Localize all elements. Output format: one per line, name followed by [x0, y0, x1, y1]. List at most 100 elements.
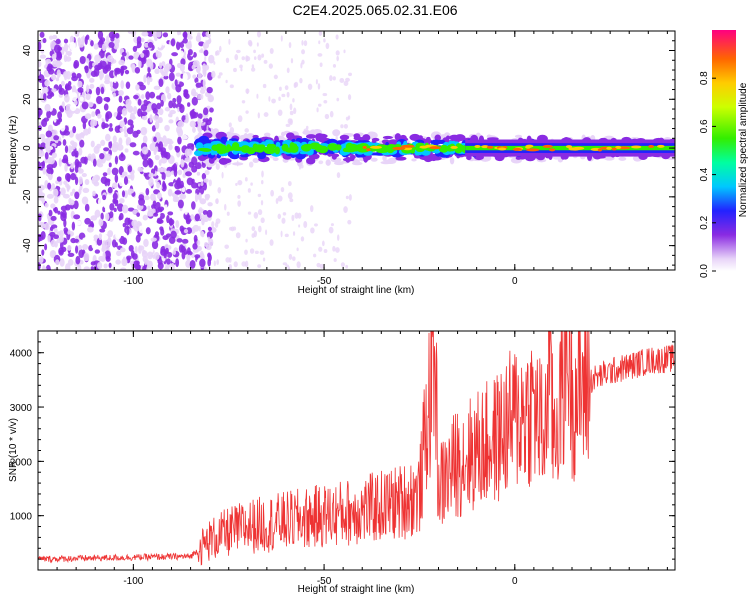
heatmap-cell [123, 176, 129, 186]
heatmap-cell [153, 212, 159, 217]
heatmap-cell [195, 82, 202, 88]
heatmap-cell [318, 160, 324, 165]
heatmap-cell [271, 98, 276, 104]
heatmap-cell [141, 115, 148, 121]
heatmap-cell [103, 263, 108, 269]
heatmap-cell [90, 261, 96, 266]
heatmap-cell [142, 135, 148, 144]
heatmap-hotspot [615, 145, 622, 149]
heatmap-cell [62, 139, 67, 146]
heatmap-cell [225, 57, 230, 64]
heatmap-cell [270, 189, 274, 197]
spectrogram-y-tick-label: 0 [22, 145, 33, 151]
heatmap-cell [448, 135, 460, 141]
heatmap-cell [192, 74, 197, 79]
heatmap-cell [135, 84, 140, 91]
heatmap-cell [86, 58, 90, 64]
snr-y-tick-label: 3000 [10, 403, 33, 414]
heatmap-cell [41, 249, 45, 256]
heatmap-cell [318, 40, 321, 45]
heatmap-cell [347, 219, 352, 225]
heatmap-cell [191, 201, 196, 210]
heatmap-cell [72, 125, 77, 134]
heatmap-cell [339, 78, 345, 84]
heatmap-cell [92, 119, 98, 127]
heatmap-cell [196, 239, 201, 246]
heatmap-cell [112, 135, 117, 144]
heatmap-cell [74, 158, 80, 167]
heatmap-cell [259, 250, 265, 255]
heatmap-cell [78, 166, 82, 172]
heatmap-cell [191, 156, 198, 166]
heatmap-cell [57, 111, 63, 120]
heatmap-cell [70, 191, 74, 196]
heatmap-cell [210, 141, 220, 145]
heatmap-cell [205, 31, 209, 37]
heatmap-cell [248, 161, 254, 168]
heatmap-cell [149, 114, 153, 123]
heatmap-cell [42, 38, 47, 44]
heatmap-cell [203, 143, 215, 148]
heatmap-cell [289, 142, 295, 150]
heatmap-cell [81, 173, 87, 178]
heatmap-cell [165, 170, 172, 178]
heatmap-cell [45, 264, 51, 270]
heatmap-cell [99, 228, 106, 233]
heatmap-cell [220, 136, 228, 145]
heatmap-cell [202, 79, 206, 87]
heatmap-cell [137, 167, 145, 172]
heatmap-cell [38, 107, 43, 116]
heatmap-cell [118, 153, 126, 162]
heatmap-cell [53, 267, 60, 270]
snr-series-line [38, 331, 675, 566]
heatmap-cell [97, 158, 104, 163]
heatmap-cell [170, 38, 176, 47]
heatmap-cell [261, 170, 264, 178]
heatmap-cell [146, 58, 153, 68]
heatmap-cell [183, 248, 187, 255]
heatmap-cell [211, 221, 215, 228]
heatmap-cell [322, 92, 328, 97]
spectrogram-y-ticks: -40 -20 0 20 40 [22, 30, 675, 266]
heatmap-cell [167, 138, 172, 145]
heatmap-cell [134, 264, 141, 270]
heatmap-cell [154, 154, 160, 161]
heatmap-cell [249, 248, 255, 254]
heatmap-cell [199, 230, 204, 237]
heatmap-cell [71, 143, 76, 150]
heatmap-cell [165, 86, 170, 94]
heatmap-cell [112, 80, 119, 89]
heatmap-cell [63, 38, 69, 44]
heatmap-cell [263, 59, 268, 64]
heatmap-cell [160, 99, 164, 107]
heatmap-cell [207, 252, 212, 258]
heatmap-cell [88, 60, 93, 70]
heatmap-cell [45, 130, 53, 138]
heatmap-cell [279, 86, 282, 91]
heatmap-cell [163, 151, 171, 160]
heatmap-cell [200, 47, 204, 53]
heatmap-cell [61, 210, 67, 219]
heatmap-cell [96, 143, 102, 149]
heatmap-cell [140, 126, 148, 136]
heatmap-cell [317, 134, 327, 143]
heatmap-cell [280, 230, 283, 238]
heatmap-cell [154, 231, 160, 237]
heatmap-cell [157, 192, 162, 200]
heatmap-cell [204, 194, 210, 201]
heatmap-cell [105, 244, 110, 253]
heatmap-cell [154, 120, 160, 130]
heatmap-cell [168, 100, 174, 109]
heatmap-cell [207, 236, 211, 242]
heatmap-cell [241, 56, 246, 61]
heatmap-hotspot [419, 145, 428, 149]
heatmap-cell [237, 200, 242, 207]
heatmap-cell [264, 147, 276, 155]
heatmap-cell [191, 91, 199, 97]
heatmap-cell [79, 96, 84, 102]
heatmap-cell [84, 203, 90, 212]
heatmap-cell [38, 221, 45, 227]
heatmap-cell [215, 50, 220, 56]
heatmap-cell [102, 194, 107, 201]
heatmap-cell [257, 54, 262, 61]
